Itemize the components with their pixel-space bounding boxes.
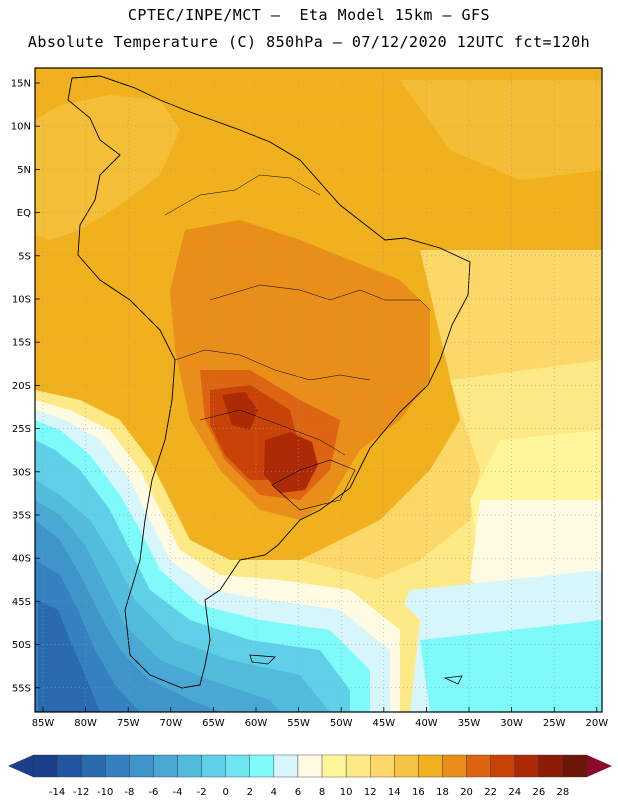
colorbar-label: 24 xyxy=(508,787,521,798)
colorbar-label: 6 xyxy=(295,787,301,798)
colorbar-swatch xyxy=(57,755,81,777)
colorbar-swatch xyxy=(274,755,298,777)
colorbar-label: 0 xyxy=(223,787,229,798)
lat-label: 5N xyxy=(17,165,31,176)
lon-label: 65W xyxy=(202,718,225,729)
lon-label: 20W xyxy=(585,718,608,729)
colorbar-label: 26 xyxy=(532,787,545,798)
lon-label: 35W xyxy=(458,718,481,729)
colorbar-label: 22 xyxy=(484,787,497,798)
colorbar-label: 28 xyxy=(557,787,570,798)
colorbar-label: -12 xyxy=(73,787,89,798)
colorbar-swatch xyxy=(491,755,515,777)
colorbar-swatch xyxy=(33,755,57,777)
colorbar-label: 16 xyxy=(412,787,425,798)
lon-label: 75W xyxy=(117,718,140,729)
colorbar-swatch xyxy=(563,755,587,777)
colorbar-swatch xyxy=(129,755,153,777)
colorbar-label: -2 xyxy=(197,787,207,798)
lat-label: 40S xyxy=(12,554,31,565)
lat-label: 20S xyxy=(12,381,31,392)
colorbar-label: 10 xyxy=(340,787,353,798)
lon-label: 55W xyxy=(287,718,310,729)
lon-label: 25W xyxy=(543,718,566,729)
colorbar-swatch xyxy=(418,755,442,777)
colorbar-high-arrow xyxy=(587,755,612,777)
colorbar-label: 18 xyxy=(436,787,449,798)
colorbar-swatch xyxy=(370,755,394,777)
colorbar-label: 14 xyxy=(388,787,401,798)
lat-label: 50S xyxy=(12,640,31,651)
lon-label: 50W xyxy=(330,718,353,729)
colorbar-label: -14 xyxy=(49,787,65,798)
colorbar-label: 12 xyxy=(364,787,377,798)
lat-label: 35S xyxy=(12,511,31,522)
colorbar-swatch xyxy=(226,755,250,777)
lon-label: 85W xyxy=(32,718,55,729)
colorbar-label: -6 xyxy=(148,787,158,798)
colorbar-swatch xyxy=(81,755,105,777)
lat-label: 15S xyxy=(12,338,31,349)
colorbar-swatch xyxy=(322,755,346,777)
colorbar-label: -10 xyxy=(97,787,113,798)
lat-label: 25S xyxy=(12,424,31,435)
lon-label: 30W xyxy=(500,718,523,729)
lat-label: 5S xyxy=(18,251,31,262)
colorbar-label: -8 xyxy=(124,787,134,798)
colorbar-swatch xyxy=(298,755,322,777)
colorbar-swatch xyxy=(442,755,466,777)
colorbar-label: 4 xyxy=(271,787,277,798)
colorbar-label: 2 xyxy=(247,787,253,798)
map-figure: 15N 10N 5N EQ 5S 10S 15S 20S 25S 30S 35S 40S 45S 50S 5… xyxy=(0,0,618,800)
colorbar-swatch xyxy=(250,755,274,777)
colorbar-swatch xyxy=(105,755,129,777)
lon-label: 60W xyxy=(245,718,268,729)
temperature-field xyxy=(35,68,602,712)
colorbar-label: -4 xyxy=(173,787,183,798)
colorbar-swatch xyxy=(467,755,491,777)
colorbar-label: 20 xyxy=(460,787,473,798)
lon-label: 45W xyxy=(372,718,395,729)
colorbar-swatch xyxy=(178,755,202,777)
lon-label: 40W xyxy=(415,718,438,729)
lat-label: 15N xyxy=(11,79,31,90)
lon-label: 80W xyxy=(74,718,97,729)
colorbar-swatch xyxy=(153,755,177,777)
lat-label: 55S xyxy=(12,683,31,694)
colorbar: -14-12-10-8-6-4-202468101214161820222426… xyxy=(8,755,612,798)
colorbar-swatch xyxy=(515,755,539,777)
lat-label: 10S xyxy=(12,295,31,306)
colorbar-swatch xyxy=(539,755,563,777)
colorbar-label: 8 xyxy=(319,787,325,798)
colorbar-low-arrow xyxy=(8,755,33,777)
lat-label: 10N xyxy=(11,122,31,133)
colorbar-swatch xyxy=(394,755,418,777)
lon-label: 70W xyxy=(159,718,182,729)
colorbar-swatch xyxy=(202,755,226,777)
lat-label: EQ xyxy=(17,208,31,219)
colorbar-swatch xyxy=(346,755,370,777)
lat-label: 45S xyxy=(12,597,31,608)
lat-label: 30S xyxy=(12,467,31,478)
